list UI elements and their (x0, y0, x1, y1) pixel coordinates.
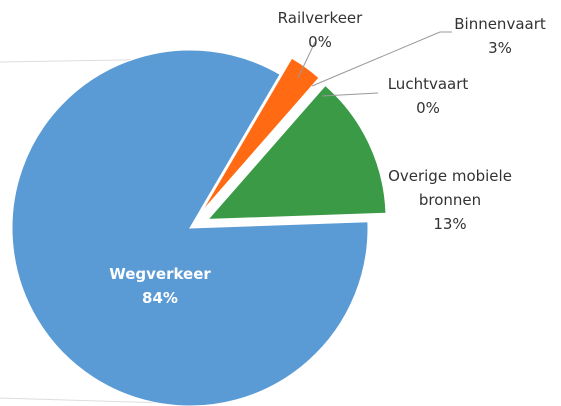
pie-slice (201, 57, 320, 213)
value-label: 13% (433, 215, 467, 233)
leader-line (321, 92, 379, 97)
value-label: 0% (416, 99, 440, 117)
leader-line (311, 31, 441, 87)
value-label: 84% (142, 289, 178, 307)
slice-label: Wegverkeer (109, 265, 211, 283)
slice-label: Binnenvaart (454, 15, 546, 33)
value-label: 3% (488, 39, 512, 57)
pie-slice (206, 84, 387, 220)
value-label: 0% (308, 33, 332, 51)
pie-slice (11, 49, 369, 406)
slice-label: Railverkeer (277, 9, 363, 27)
leader-line (297, 41, 316, 79)
slice-label: Overige mobiele bronnen (388, 167, 512, 209)
slice-label: Luchtvaart (387, 75, 469, 93)
